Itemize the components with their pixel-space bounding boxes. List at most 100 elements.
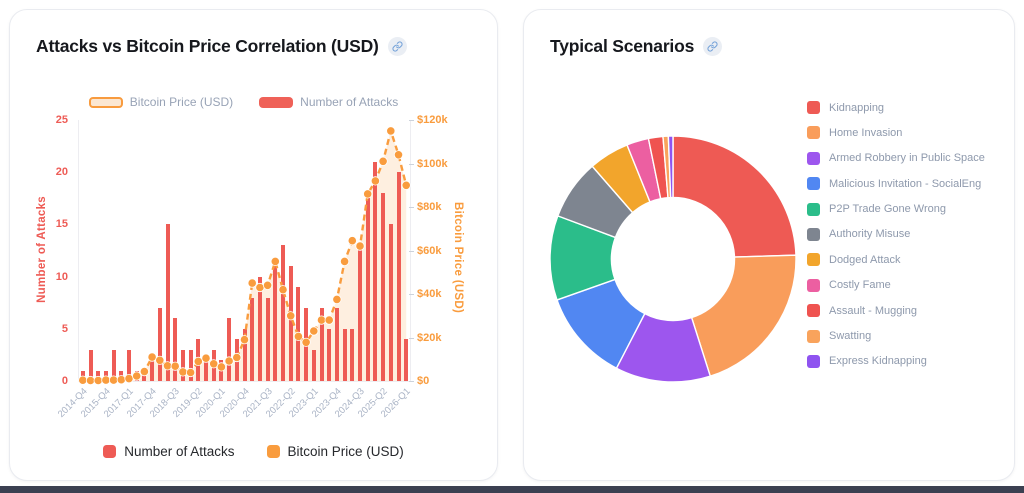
- attack-bar-2021-Q4[interactable]: [273, 266, 278, 381]
- attack-bar-2025-Q3[interactable]: [388, 224, 393, 381]
- price-point-2015-Q2[interactable]: [93, 375, 103, 386]
- price-point-2018-Q2[interactable]: [162, 361, 173, 371]
- attack-bar-2025-Q4[interactable]: [396, 172, 401, 381]
- attack-bar-2020-Q2[interactable]: [227, 318, 232, 381]
- legend-item-kidnapping[interactable]: Kidnapping: [807, 101, 985, 114]
- price-point-2026-Q1[interactable]: [401, 180, 411, 190]
- attack-bar-2018-Q4[interactable]: [180, 349, 185, 381]
- donut-slice-kidnapping[interactable]: Kidnapping: 24.5%: [672, 135, 797, 258]
- price-point-2024-Q3[interactable]: [355, 241, 365, 251]
- donut-slice-express-kidnapping[interactable]: Express Kidnapping: 0.6%: [667, 135, 674, 199]
- price-point-2025-Q1[interactable]: [370, 176, 380, 186]
- attack-bar-2025-Q1[interactable]: [373, 161, 378, 381]
- price-point-2023-Q3[interactable]: [324, 315, 334, 325]
- price-point-2022-Q2[interactable]: [286, 311, 296, 321]
- legend-item-costly-fame[interactable]: Costly Fame: [807, 278, 985, 292]
- price-point-2015-Q4[interactable]: [101, 375, 111, 385]
- attack-bar-2023-Q2[interactable]: [319, 307, 324, 381]
- legend-item-home-invasion[interactable]: Home Invasion: [807, 126, 985, 140]
- legend-item-bitcoin-price[interactable]: Bitcoin Price (USD): [266, 444, 404, 459]
- legend-item-dodged-attack[interactable]: Dodged Attack: [807, 253, 985, 267]
- price-point-2019-Q1[interactable]: [186, 367, 196, 378]
- price-point-2021-Q3[interactable]: [263, 280, 273, 290]
- price-point-2019-Q3[interactable]: [201, 353, 211, 363]
- price-point-2015-Q1[interactable]: [85, 375, 96, 386]
- price-point-2019-Q2[interactable]: [193, 356, 203, 366]
- legend-item-authority-misuse[interactable]: Authority Misuse: [807, 227, 985, 241]
- attack-bar-2025-Q2[interactable]: [381, 193, 386, 381]
- attack-bar-2024-Q2[interactable]: [350, 328, 355, 381]
- attack-bar-2024-Q4[interactable]: [365, 193, 370, 381]
- attack-bar-2016-Q1[interactable]: [111, 349, 116, 381]
- price-point-2018-Q1[interactable]: [155, 355, 165, 365]
- attack-bar-2022-Q1[interactable]: [281, 245, 285, 381]
- attack-bar-2021-Q1[interactable]: [250, 297, 255, 381]
- attack-bar-2018-Q2[interactable]: [165, 224, 170, 381]
- price-point-2019-Q4[interactable]: [209, 359, 219, 369]
- price-point-2017-Q2[interactable]: [132, 371, 142, 381]
- price-point-2017-Q1[interactable]: [124, 374, 134, 384]
- attack-bar-2026-Q1[interactable]: [404, 339, 409, 381]
- price-point-2014-Q4[interactable]: [78, 375, 88, 385]
- attack-bar-2023-Q3[interactable]: [327, 328, 332, 381]
- price-point-2022-Q3[interactable]: [293, 331, 303, 341]
- legend-item-malicious-invitation-socialeng[interactable]: Malicious Invitation - SocialEng: [807, 177, 985, 191]
- legend-item-number-of-attacks[interactable]: Number of Attacks: [103, 444, 235, 459]
- legend-label: Home Invasion: [829, 126, 903, 139]
- attack-bar-2021-Q2[interactable]: [257, 276, 262, 381]
- price-point-2024-Q1[interactable]: [339, 256, 350, 266]
- price-point-2025-Q4[interactable]: [393, 150, 404, 160]
- right-axis-tick-$40k: $40k: [417, 288, 442, 300]
- attack-bar-2018-Q1[interactable]: [157, 307, 162, 381]
- price-point-2021-Q2[interactable]: [255, 282, 265, 293]
- attack-bar-2015-Q2[interactable]: [96, 370, 101, 381]
- legend-item-bitcoin-price[interactable]: Bitcoin Price (USD): [88, 95, 233, 109]
- attack-bar-2019-Q3[interactable]: [204, 360, 208, 381]
- legend-item-number-of-attacks[interactable]: Number of Attacks: [259, 95, 398, 109]
- attack-bar-2018-Q3[interactable]: [173, 318, 178, 381]
- price-point-2024-Q2[interactable]: [347, 236, 357, 246]
- attack-bar-2023-Q1[interactable]: [311, 349, 316, 381]
- link-icon[interactable]: [703, 37, 723, 56]
- attack-bar-2024-Q3[interactable]: [358, 245, 362, 381]
- legend-label: Malicious Invitation - SocialEng: [829, 177, 982, 190]
- attack-bar-2021-Q3[interactable]: [265, 297, 270, 381]
- attack-bar-2024-Q1[interactable]: [342, 328, 347, 381]
- legend-item-armed-robbery-in-public-space[interactable]: Armed Robbery in Public Space: [807, 151, 985, 165]
- price-point-2021-Q1[interactable]: [247, 278, 257, 288]
- attack-bar-2015-Q1[interactable]: [88, 349, 93, 381]
- attack-bar-2022-Q2[interactable]: [288, 266, 293, 381]
- attack-bar-2020-Q4[interactable]: [242, 328, 247, 381]
- attack-bar-2023-Q4[interactable]: [334, 307, 339, 381]
- legend-item-swatting[interactable]: Swatting: [807, 329, 985, 343]
- bitcoin-price-dots-layer: [78, 126, 411, 386]
- left-card-title: Attacks vs Bitcoin Price Correlation (US…: [36, 36, 379, 56]
- price-point-2020-Q2[interactable]: [224, 356, 234, 366]
- attack-bar-2019-Q1[interactable]: [188, 349, 193, 381]
- legend-item-p2p-trade-gone-wrong[interactable]: P2P Trade Gone Wrong: [807, 202, 985, 216]
- price-point-2018-Q4[interactable]: [178, 367, 188, 377]
- price-point-2021-Q4[interactable]: [270, 256, 280, 266]
- donut-slice-home-invasion[interactable]: Home Invasion: 20.6%: [690, 254, 797, 378]
- price-point-2024-Q4[interactable]: [363, 189, 373, 199]
- price-point-2023-Q1[interactable]: [309, 326, 319, 336]
- link-icon[interactable]: [387, 37, 407, 56]
- attack-bar-2017-Q1[interactable]: [127, 349, 131, 381]
- price-point-2020-Q1[interactable]: [216, 362, 226, 372]
- legend-item-express-kidnapping[interactable]: Express Kidnapping: [807, 354, 985, 368]
- price-point-2017-Q4[interactable]: [147, 352, 157, 362]
- price-point-2025-Q3[interactable]: [386, 126, 396, 136]
- legend-item-assault-mugging[interactable]: Assault - Mugging: [807, 304, 985, 318]
- price-point-2022-Q4[interactable]: [301, 337, 311, 347]
- price-point-2022-Q1[interactable]: [278, 285, 288, 295]
- price-point-2025-Q2[interactable]: [378, 156, 388, 166]
- price-point-2018-Q3[interactable]: [170, 361, 180, 371]
- price-point-2023-Q4[interactable]: [332, 294, 342, 304]
- price-point-2016-Q3[interactable]: [116, 375, 126, 385]
- price-point-2020-Q4[interactable]: [239, 335, 250, 345]
- price-point-2016-Q1[interactable]: [108, 375, 119, 385]
- price-point-2020-Q3[interactable]: [232, 352, 242, 363]
- attack-bar-2017-Q4[interactable]: [150, 360, 155, 381]
- price-point-2017-Q3[interactable]: [139, 367, 150, 377]
- price-point-2023-Q2[interactable]: [316, 315, 327, 325]
